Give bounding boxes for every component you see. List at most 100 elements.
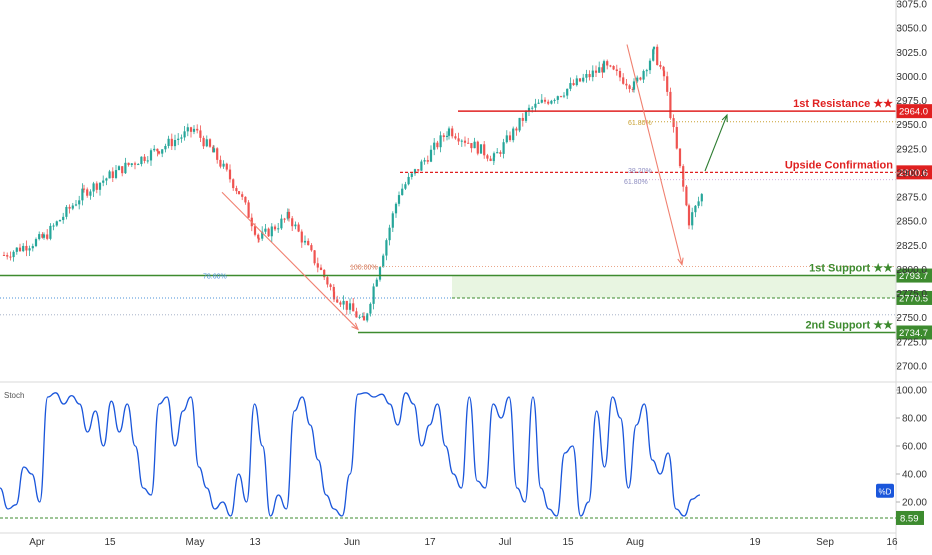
stoch-tick-label: 100.00 bbox=[896, 386, 927, 397]
candle-body bbox=[369, 303, 372, 314]
candle-body bbox=[133, 163, 137, 165]
candle-body bbox=[594, 70, 598, 73]
trend-arrow-down-1-head bbox=[351, 322, 359, 331]
candle-body bbox=[451, 128, 454, 137]
candle-body bbox=[161, 149, 164, 154]
candle-body bbox=[505, 135, 508, 143]
price-tick-label: 3000.0 bbox=[896, 72, 927, 83]
target-arrow-up bbox=[704, 114, 728, 172]
support2-tag-value: 2734.7 bbox=[899, 328, 928, 339]
candle-body bbox=[95, 183, 98, 190]
support2-tag bbox=[896, 325, 932, 340]
time-tick-label: May bbox=[186, 537, 205, 548]
candle-body bbox=[247, 202, 250, 218]
candle-body bbox=[612, 66, 615, 70]
candle-body bbox=[404, 184, 407, 189]
candle-body bbox=[609, 65, 612, 67]
fib-618-lower-label: 61.80% bbox=[624, 179, 648, 186]
candle-body bbox=[467, 142, 470, 144]
time-tick-label: Sep bbox=[816, 537, 834, 548]
stoch-tick-label: 60.00 bbox=[902, 442, 927, 453]
candle-body bbox=[566, 88, 569, 96]
candle-body bbox=[339, 302, 342, 305]
candle-body bbox=[682, 166, 685, 187]
candle-body bbox=[323, 269, 326, 278]
candle-body bbox=[562, 95, 566, 97]
candle-body bbox=[417, 169, 420, 171]
resistance-tag bbox=[896, 104, 932, 119]
candle-body bbox=[237, 191, 241, 195]
fib-382-label: 38.20% bbox=[628, 168, 652, 175]
price-tick-label: 2700.0 bbox=[896, 362, 927, 373]
stoch-legend-tag bbox=[876, 483, 894, 498]
candle-body bbox=[202, 137, 205, 147]
candle-body bbox=[569, 83, 572, 89]
candle-body bbox=[177, 138, 180, 140]
candle-body bbox=[550, 100, 553, 104]
candle-body bbox=[410, 173, 413, 177]
candle-body bbox=[556, 96, 559, 100]
candle-body bbox=[277, 228, 280, 230]
candle-body bbox=[65, 206, 68, 217]
candle-body bbox=[697, 201, 700, 206]
candle-body bbox=[473, 141, 476, 149]
candle-body bbox=[219, 159, 222, 167]
candle-body bbox=[656, 46, 659, 65]
candle-body bbox=[117, 166, 121, 171]
candle-body bbox=[15, 247, 18, 252]
candle-body bbox=[212, 148, 216, 153]
resistance-label: 1st Resistance ★★ bbox=[793, 98, 893, 110]
time-tick-label: Jul bbox=[499, 537, 512, 548]
candle-body bbox=[130, 163, 133, 166]
candle-body bbox=[170, 138, 173, 147]
candle-body bbox=[578, 78, 582, 82]
candle-body bbox=[342, 300, 345, 305]
candle-body bbox=[78, 200, 81, 205]
candle-body bbox=[385, 240, 388, 256]
candle-body bbox=[2, 254, 6, 256]
candle-body bbox=[156, 148, 159, 152]
candle-body bbox=[137, 164, 140, 166]
candle-body bbox=[68, 206, 71, 209]
time-tick-label: 15 bbox=[104, 537, 116, 548]
support-zone-tag bbox=[896, 290, 932, 305]
support1-tag-value: 2793.7 bbox=[899, 271, 928, 282]
candle-body bbox=[436, 142, 439, 148]
candle-body bbox=[521, 117, 524, 121]
candle-body bbox=[316, 263, 319, 268]
candle-body bbox=[92, 183, 95, 192]
candle-body bbox=[433, 142, 436, 150]
candle-body bbox=[678, 148, 682, 167]
candle-body bbox=[355, 311, 358, 318]
stochastic-pane: Stoch 100.00 80.00 60.00 40.00 20.00 %D 8.59 bbox=[0, 381, 932, 525]
confirmation-tag-value: 2900.6 bbox=[899, 168, 928, 179]
candle-body bbox=[694, 205, 697, 213]
price-tick-label: 3025.0 bbox=[896, 48, 927, 59]
candle-body bbox=[442, 135, 445, 138]
candle-body bbox=[413, 169, 417, 174]
candle-body bbox=[348, 303, 352, 310]
candle-body bbox=[149, 150, 153, 161]
candle-body bbox=[628, 85, 631, 89]
candle-body bbox=[58, 220, 62, 222]
candle-body bbox=[192, 128, 196, 132]
candle-body bbox=[196, 128, 199, 131]
candle-body bbox=[146, 160, 149, 162]
price-tick-label: 2875.0 bbox=[896, 193, 927, 204]
candle-body bbox=[700, 194, 703, 202]
candle-body bbox=[687, 205, 691, 226]
candle-body bbox=[652, 46, 656, 50]
stoch-legend-label: %D bbox=[879, 487, 892, 496]
candle-body bbox=[463, 140, 467, 143]
stoch-tick-label: 20.00 bbox=[902, 498, 927, 509]
price-tick-label: 2750.0 bbox=[896, 313, 927, 324]
time-tick-label: 16 bbox=[886, 537, 898, 548]
candle-body bbox=[631, 88, 634, 90]
candle-body bbox=[499, 152, 502, 154]
candle-body bbox=[257, 234, 260, 239]
candle-body bbox=[479, 144, 483, 154]
candle-body bbox=[460, 140, 463, 142]
candle-body bbox=[618, 70, 622, 78]
